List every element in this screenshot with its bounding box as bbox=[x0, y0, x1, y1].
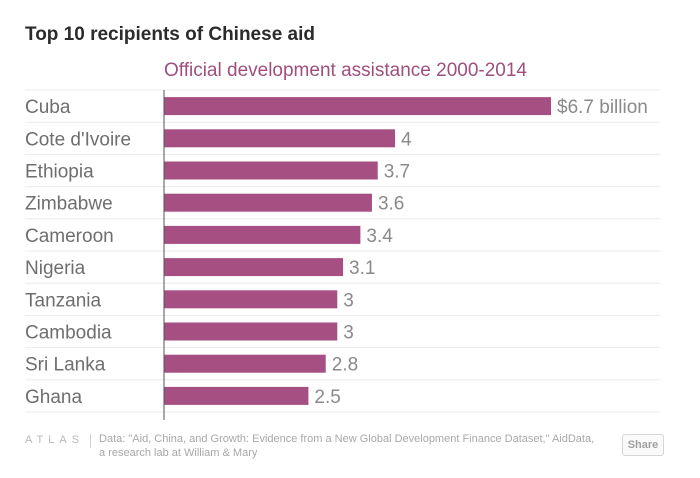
value-label: $6.7 billion bbox=[557, 97, 648, 118]
value-label: 3.1 bbox=[349, 258, 375, 279]
bar bbox=[164, 193, 372, 212]
bar bbox=[164, 129, 396, 148]
value-label: 3.4 bbox=[366, 226, 393, 247]
category-label: Cuba bbox=[25, 97, 71, 118]
bar bbox=[164, 322, 338, 341]
value-label: 2.5 bbox=[314, 387, 340, 408]
value-label: 3 bbox=[343, 290, 354, 311]
category-label: Ethiopia bbox=[25, 162, 94, 183]
category-label: Cambodia bbox=[25, 323, 112, 344]
value-label: 3.6 bbox=[378, 194, 404, 215]
bar bbox=[164, 386, 309, 405]
atlas-logo[interactable]: ATLAS bbox=[25, 434, 85, 446]
category-label: Cameroon bbox=[25, 226, 114, 247]
category-label: Nigeria bbox=[25, 258, 86, 279]
value-label: 4 bbox=[401, 129, 412, 150]
chart-subtitle: Official development assistance 2000-201… bbox=[164, 60, 527, 81]
chart-footer: ATLAS Data: "Aid, China, and Growth: Evi… bbox=[25, 432, 625, 460]
footer-divider bbox=[90, 434, 92, 448]
category-label: Sri Lanka bbox=[25, 355, 106, 376]
value-label: 3 bbox=[343, 323, 354, 344]
bar bbox=[164, 97, 551, 116]
bar bbox=[164, 258, 344, 277]
value-label: 2.8 bbox=[332, 355, 358, 376]
bar bbox=[164, 354, 326, 373]
value-label: 3.7 bbox=[384, 162, 410, 183]
category-label: Tanzania bbox=[25, 290, 101, 311]
category-label: Cote d'Ivoire bbox=[25, 129, 131, 150]
source-note: Data: "Aid, China, and Growth: Evidence … bbox=[99, 433, 595, 459]
category-label: Zimbabwe bbox=[25, 194, 113, 215]
bar bbox=[164, 290, 338, 309]
category-label: Ghana bbox=[25, 387, 82, 408]
bar bbox=[164, 161, 378, 180]
bar-chart: Cuba $6.7 billion Cote d'Ivoire 4 Ethiopia 3.… bbox=[25, 89, 660, 420]
share-button[interactable]: Share bbox=[622, 434, 664, 456]
bar bbox=[164, 225, 361, 244]
chart-title: Top 10 recipients of Chinese aid bbox=[25, 24, 315, 45]
